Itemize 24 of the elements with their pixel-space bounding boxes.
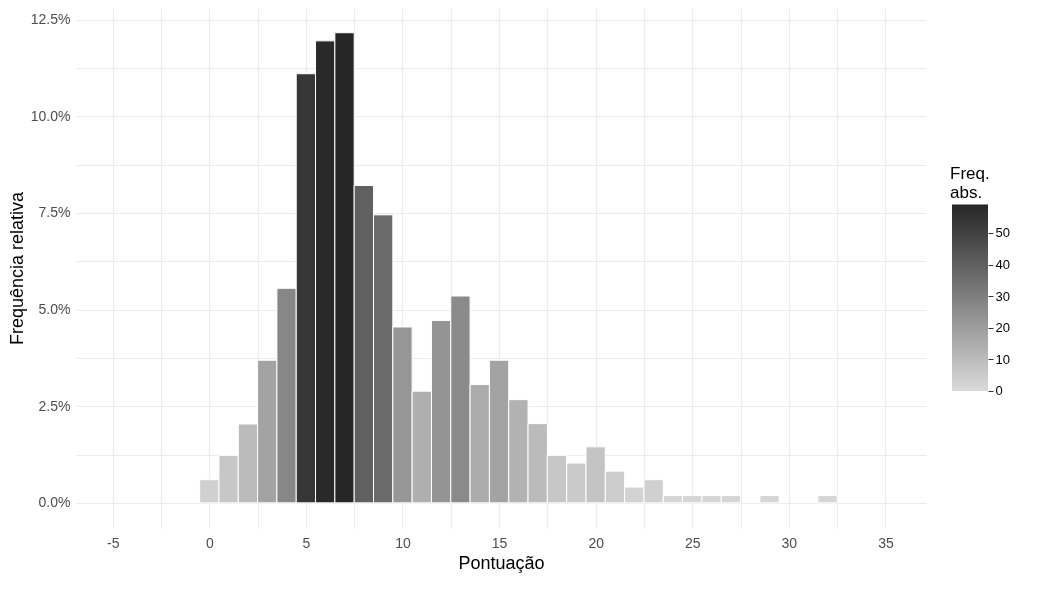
x-axis-title: Pontuação [458,552,545,573]
x-tick-label: 10 [395,534,411,551]
x-tick-label: 20 [588,534,605,551]
y-tick-label: 0.0% [38,494,71,511]
color-bar-label: 10 [995,351,1010,367]
y-tick-label: 2.5% [38,397,71,414]
x-tick-label: -5 [106,534,120,551]
x-tick-label: 35 [878,534,894,551]
legend-title: Freq. abs. [950,163,990,202]
y-tick-label: 7.5% [38,204,71,221]
x-tick-label: 15 [491,534,508,551]
x-tick-label: 25 [684,534,701,551]
x-tick-label: 30 [781,534,798,551]
y-tick-label: 10.0% [30,107,71,124]
color-bar-label: 50 [995,225,1010,241]
x-tick-label: 5 [302,534,311,551]
color-bar-label: 20 [995,320,1010,336]
y-tick-label: 12.5% [30,11,71,28]
y-tick-label: 5.0% [38,301,71,318]
x-tick-label: 0 [205,534,214,551]
y-axis-title: Frequência relativa [6,190,27,346]
color-bar-label: 30 [995,288,1010,304]
color-bar-label: 0 [995,383,1003,399]
color-bar-label: 40 [995,257,1010,273]
